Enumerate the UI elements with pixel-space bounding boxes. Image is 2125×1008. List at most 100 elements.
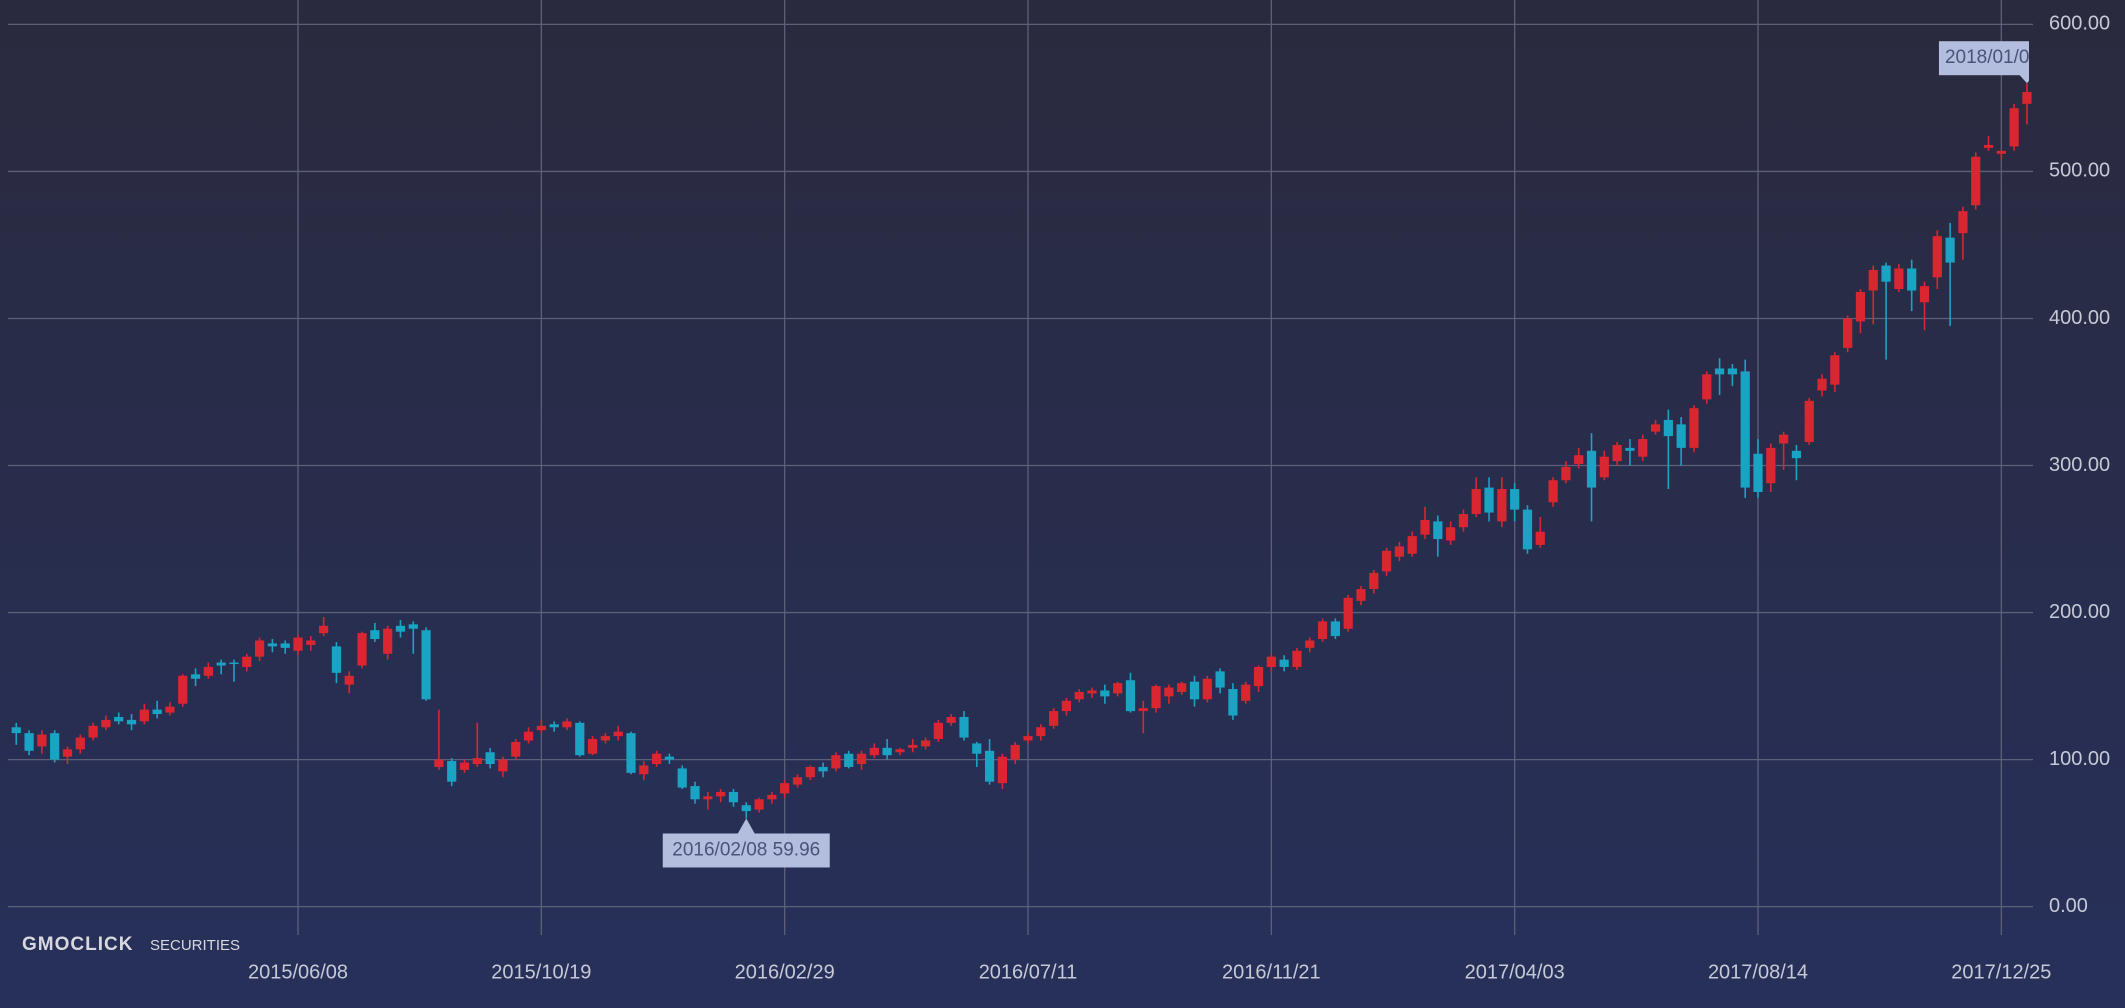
candle-body	[1650, 424, 1661, 432]
candle-body	[447, 761, 457, 782]
candle-body	[11, 727, 21, 734]
candle-body	[1113, 683, 1123, 694]
candle-body	[626, 733, 636, 773]
candle-body	[1663, 419, 1673, 437]
candle-body	[523, 731, 534, 741]
candle-body	[1855, 292, 1866, 322]
candle-body	[1843, 318, 1853, 348]
candle-body	[165, 706, 175, 713]
candle-body	[780, 783, 790, 794]
candle-body	[1446, 527, 1456, 541]
grid	[8, 0, 2033, 935]
candle-body	[1689, 408, 1699, 448]
candle-body	[1100, 690, 1110, 697]
candle-body	[613, 731, 623, 737]
candle-body	[114, 716, 124, 722]
candle-body	[997, 756, 1007, 784]
candle-body	[1983, 144, 1994, 148]
candle-body	[920, 740, 931, 747]
candle-body	[959, 716, 969, 738]
candle-body	[895, 749, 905, 753]
candle-body	[1740, 371, 1750, 488]
candle-body	[50, 733, 60, 760]
tooltip-box	[1938, 41, 2029, 76]
logo-brand: GMOCLICK	[22, 934, 133, 955]
candle-body	[1612, 444, 1622, 462]
candle-body	[1471, 489, 1481, 515]
tooltip-text: 2016/02/08 59.96	[672, 839, 820, 860]
candle-body	[1791, 450, 1802, 459]
candle-body	[1932, 236, 1942, 278]
candle-body	[1702, 374, 1712, 400]
candle-body	[511, 741, 521, 757]
x-tick-label: 2016/02/29	[735, 961, 835, 983]
x-tick-label: 2017/04/03	[1465, 961, 1565, 983]
candle-body	[1023, 736, 1033, 741]
candle-body	[357, 633, 367, 666]
candle-body	[472, 758, 482, 765]
candle-body	[1241, 684, 1251, 701]
x-tick-label: 2017/12/25	[1951, 961, 2051, 983]
candle-body	[1817, 378, 1827, 391]
candle-body	[1305, 640, 1315, 648]
candle-body	[1676, 424, 1686, 448]
candle-body	[383, 628, 393, 654]
x-tick-label: 2015/06/08	[248, 961, 348, 983]
candle-body	[1215, 671, 1225, 688]
candle-body	[1382, 550, 1392, 572]
tooltip-pointer	[2017, 73, 2029, 84]
candle-body	[1497, 489, 1507, 522]
candle-body	[1253, 666, 1264, 687]
candle-body	[600, 736, 610, 741]
candle-body	[101, 719, 111, 728]
candle-body	[575, 722, 585, 756]
candle-body	[1599, 456, 1609, 478]
candle-body	[152, 709, 162, 715]
candle-body	[587, 739, 598, 754]
y-tick-label: 500.00	[2049, 160, 2110, 182]
candle-body	[126, 719, 137, 725]
candle-body	[1125, 680, 1136, 712]
candle-body	[792, 777, 803, 785]
x-tick-label: 2016/07/11	[979, 961, 1078, 983]
candle-body	[1958, 211, 1968, 234]
candle-body	[1996, 150, 2006, 154]
candle-body	[1292, 650, 1302, 667]
candle-body	[1138, 708, 1148, 712]
candle-body	[831, 755, 841, 769]
candle-body	[395, 625, 406, 632]
candle-body	[844, 753, 854, 767]
candle-body	[972, 743, 982, 754]
candle-body	[293, 637, 303, 651]
candle-body	[1574, 455, 1584, 465]
candle-body	[1343, 597, 1353, 629]
candle-body	[267, 643, 278, 647]
candle-body	[1638, 439, 1648, 457]
candle-body	[2022, 92, 2032, 104]
candle-body	[549, 724, 559, 728]
candle-body	[1945, 237, 1955, 263]
candle-body	[1061, 700, 1072, 712]
candle-body	[1881, 265, 1891, 282]
candle-body	[62, 749, 73, 757]
candle-body	[370, 630, 380, 640]
candle-body	[754, 799, 764, 810]
y-tick-label: 0.00	[2049, 895, 2088, 917]
candle-body	[280, 643, 290, 648]
candle-body	[562, 721, 572, 728]
candle-body	[1202, 678, 1212, 700]
candle-body	[1510, 489, 1520, 510]
candle-body	[1919, 286, 1930, 303]
candle-body	[716, 791, 726, 797]
candle-body	[1625, 447, 1635, 451]
candle-body	[216, 662, 226, 666]
candle-body	[88, 725, 98, 738]
candle-body	[1907, 268, 1917, 291]
candle-body	[254, 640, 265, 657]
candle-body	[664, 756, 675, 760]
candle-body	[1894, 268, 1904, 290]
candle-body	[24, 733, 34, 751]
candle-body	[1420, 519, 1430, 535]
candle-body	[1458, 514, 1469, 528]
